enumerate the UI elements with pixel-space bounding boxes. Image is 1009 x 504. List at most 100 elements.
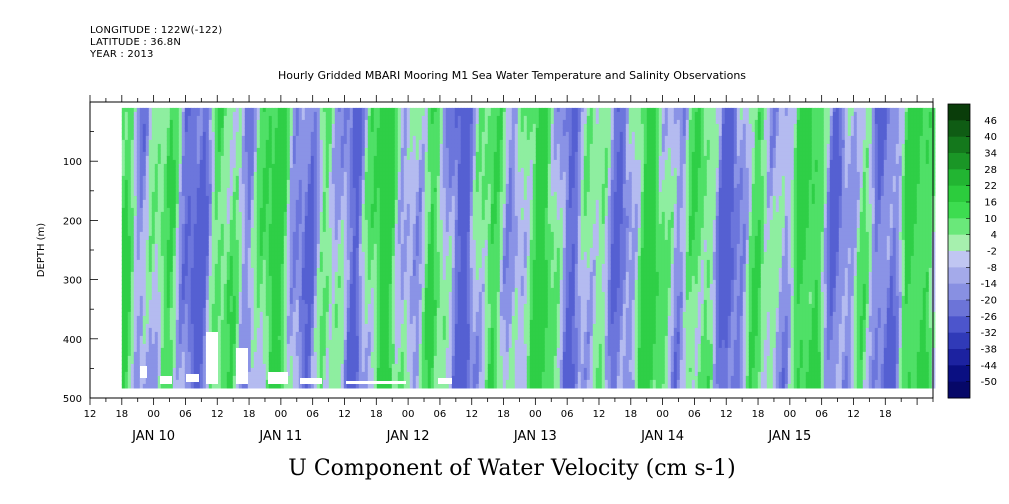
heat-cell [139,155,144,161]
heat-cell [124,371,129,377]
heat-cell [124,331,129,337]
heat-cell [127,199,132,205]
heat-cell [154,287,159,293]
heat-cell [145,307,150,313]
heat-cell [148,191,153,197]
heat-cell [127,331,132,337]
heat-cell [151,327,156,333]
heat-cell [154,235,159,241]
heat-cell [154,231,159,237]
heat-cell [121,267,126,273]
heat-cell [157,235,162,241]
heat-cell [163,247,168,253]
heat-cell [157,211,162,217]
heat-cell [130,211,135,217]
heat-cell [157,175,162,181]
heat-cell [136,175,141,181]
heat-cell [154,183,159,189]
heat-cell [124,351,129,357]
heat-cell [142,151,147,157]
heat-cell [163,303,168,309]
heat-cell [154,295,159,301]
heat-cell [163,359,168,365]
heat-cell [124,315,129,321]
heat-cell [160,143,165,149]
heat-cell [160,219,165,225]
heat-cell [133,127,138,133]
heat-cell [130,187,135,193]
heat-cell [136,115,141,121]
heat-cell [139,211,144,217]
heat-cell [154,119,159,125]
heat-cell [130,279,135,285]
heat-cell [157,247,162,253]
heat-cell [130,383,135,389]
heat-cell [145,187,150,193]
heat-cell [127,335,132,341]
heat-cell [142,383,147,389]
heat-cell [130,239,135,245]
heat-cell [127,139,132,145]
heat-cell [160,311,165,317]
heat-cell [160,299,165,305]
heat-cell [139,119,144,125]
heat-cell [142,207,147,213]
heat-cell [130,259,135,265]
heat-cell [121,279,126,285]
heat-cell [148,207,153,213]
heat-cell [157,243,162,249]
heat-cell [157,151,162,157]
heat-cell [124,271,129,277]
heat-cell [151,115,156,121]
heat-cell [130,335,135,341]
heat-cell [136,239,141,245]
heat-cell [133,359,138,365]
heat-cell [127,239,132,245]
heat-cell [127,303,132,309]
heat-cell [148,363,153,369]
heat-cell [139,147,144,153]
heat-cell [133,259,138,265]
heat-cell [130,323,135,329]
heat-cell [151,223,156,229]
heat-cell [142,119,147,125]
heat-cell [121,191,126,197]
heat-cell [130,247,135,253]
heat-cell [139,215,144,221]
heat-cell [139,315,144,321]
heat-cell [130,343,135,349]
heat-cell [163,183,168,189]
heat-cell [139,331,144,337]
heat-cell [163,351,168,357]
heat-cell [133,363,138,369]
heat-cell [148,307,153,313]
heat-cell [148,247,153,253]
heat-cell [121,247,126,253]
heat-cell [148,143,153,149]
heat-cell [124,151,129,157]
heat-cell [142,143,147,149]
heat-cell [124,339,129,345]
heat-cell [130,199,135,205]
heat-cell [163,139,168,145]
heat-cell [121,183,126,189]
heat-cell [124,167,129,173]
heat-cell [139,235,144,241]
heat-cell [124,283,129,289]
heat-cell [142,343,147,349]
heat-cell [133,239,138,245]
heat-cell [121,127,126,133]
heat-cell [130,139,135,145]
heat-cell [127,143,132,149]
heat-cell [133,203,138,209]
heat-cell [130,151,135,157]
heat-cell [145,131,150,137]
heat-cell [160,319,165,325]
heat-cell [163,231,168,237]
heat-cell [154,239,159,245]
heat-cell [148,267,153,273]
heat-cell [166,235,171,241]
heat-cell [151,299,156,305]
heat-cell [166,227,171,233]
heat-cell [121,303,126,309]
